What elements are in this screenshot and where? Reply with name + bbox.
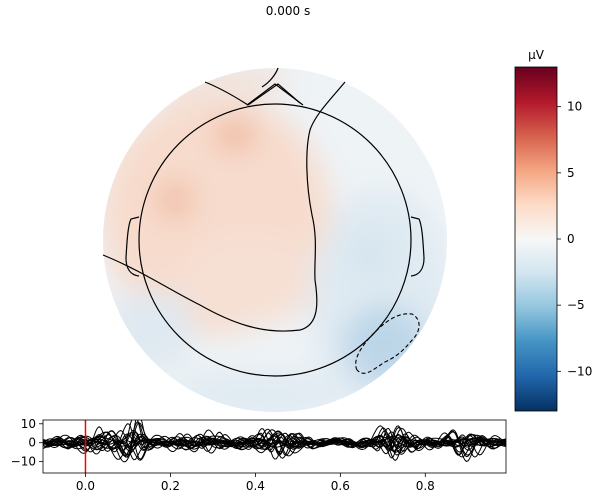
trace-lines <box>43 420 506 463</box>
y-tick-label: −10 <box>11 455 36 469</box>
butterfly-axes-frame <box>42 419 507 474</box>
zero-contour-line <box>102 81 346 332</box>
colorbar-tick-label: 5 <box>567 166 575 180</box>
eeg-trace <box>43 431 506 463</box>
eeg-trace <box>43 427 506 456</box>
right-ear-outline <box>410 216 425 277</box>
butterfly-plot: 0.0 0.2 0.4 0.6 0.8 10 0 −10 <box>11 417 507 493</box>
colorbar-tick-label: 10 <box>567 100 582 114</box>
left-ear-outline <box>125 216 140 277</box>
colorbar: µV 10 5 0 −5 −10 <box>514 48 592 412</box>
colorbar-gradient <box>514 66 558 412</box>
eeg-trace <box>43 421 506 462</box>
colorbar-unit-label: µV <box>528 48 545 62</box>
head-outline <box>138 103 412 377</box>
y-axis-ticks: 10 0 −10 <box>11 417 43 469</box>
x-axis-ticks: 0.0 0.2 0.4 0.6 0.8 <box>76 473 435 493</box>
colorbar-tick-label: 0 <box>567 232 575 246</box>
y-tick-label: 0 <box>28 436 36 450</box>
colorbar-ticks: 10 5 0 −5 −10 <box>557 100 592 378</box>
topomap-field <box>103 68 447 412</box>
figure-title: 0.000 s <box>266 4 310 18</box>
x-tick-label: 0.4 <box>246 479 265 493</box>
nose-outline <box>246 83 304 106</box>
colorbar-tick-label: −10 <box>567 364 592 378</box>
nose-tip-contour-line <box>261 67 279 88</box>
colorbar-tick-label: −5 <box>567 298 585 312</box>
x-tick-label: 0.6 <box>331 479 350 493</box>
y-tick-label: 10 <box>21 417 36 431</box>
topomap <box>102 67 447 412</box>
x-tick-label: 0.2 <box>161 479 180 493</box>
x-tick-label: 0.0 <box>76 479 95 493</box>
x-tick-label: 0.8 <box>416 479 435 493</box>
